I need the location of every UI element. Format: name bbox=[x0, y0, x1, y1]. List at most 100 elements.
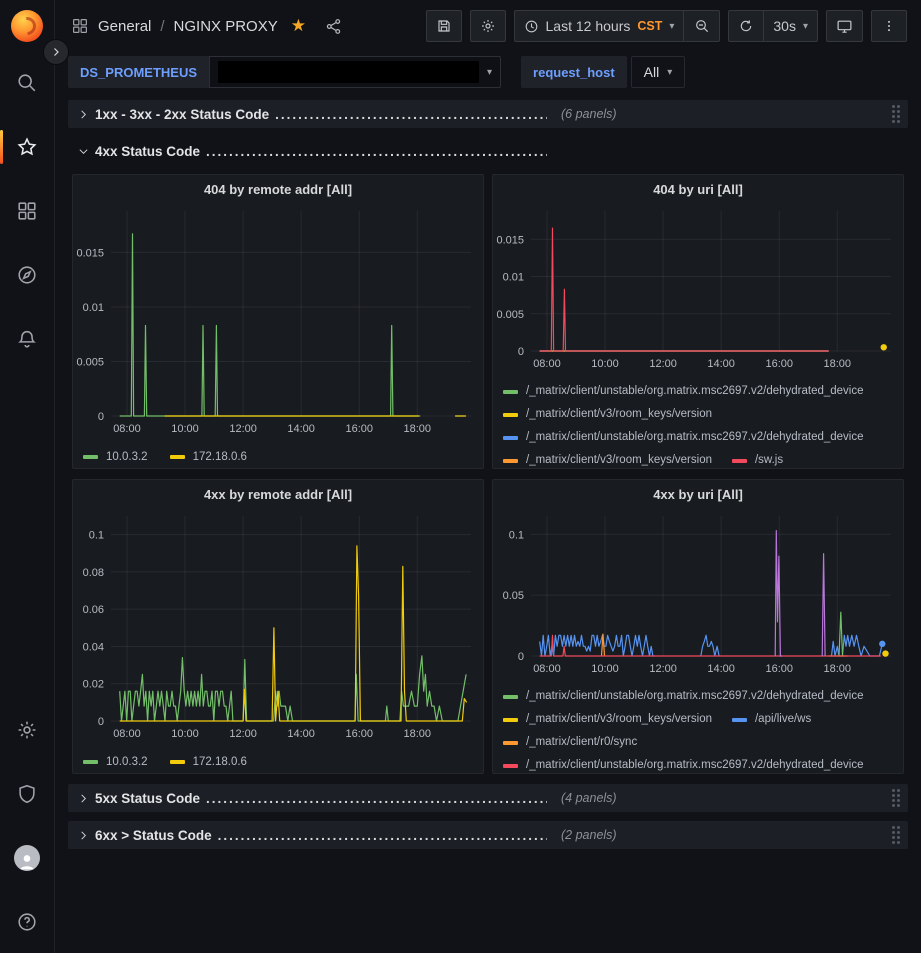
legend-item[interactable]: /_matrix/client/v3/room_keys/version bbox=[503, 403, 712, 426]
x-tick-label: 18:00 bbox=[824, 663, 852, 675]
grafana-logo[interactable] bbox=[11, 10, 43, 42]
row-drag-handle[interactable] bbox=[892, 105, 900, 123]
panel-title[interactable]: 404 by remote addr [All] bbox=[203, 181, 353, 197]
row-title-dots: ........................................… bbox=[206, 790, 547, 806]
x-tick-label: 10:00 bbox=[591, 663, 619, 675]
legend-item[interactable]: /_matrix/client/unstable/org.matrix.msc2… bbox=[503, 754, 864, 771]
x-tick-label: 08:00 bbox=[533, 663, 561, 675]
row-title: 5xx Status Code bbox=[95, 790, 201, 806]
variable-value-request-host[interactable]: All ▾ bbox=[630, 56, 686, 88]
legend-item[interactable]: /_matrix/client/v3/room_keys/version bbox=[503, 449, 712, 466]
panel-404-by-remote-addr: 404 by remote addr [All] 08:00 10:00 12:00… bbox=[72, 174, 484, 469]
row-header-5xx[interactable]: 5xx Status Code.........................… bbox=[68, 784, 908, 812]
sidebar-item-dashboards[interactable] bbox=[0, 192, 54, 230]
legend-item[interactable]: /_matrix/client/unstable/org.matrix.msc2… bbox=[503, 685, 864, 708]
gear-icon bbox=[481, 20, 494, 32]
legend-item[interactable]: 10.0.3.2 bbox=[83, 750, 148, 773]
legend-item[interactable]: /_matrix/client/r0/sync bbox=[503, 731, 637, 754]
row-drag-handle[interactable] bbox=[892, 789, 900, 807]
legend-swatch bbox=[503, 763, 518, 768]
sidebar-item-alerting[interactable] bbox=[0, 320, 54, 358]
series-line bbox=[539, 227, 829, 352]
chevron-down-icon: ▾ bbox=[487, 66, 493, 78]
breadcrumb: General / NGINX PROXY ★ bbox=[71, 16, 342, 36]
legend-series-name: /_matrix/client/v3/room_keys/version bbox=[526, 408, 712, 420]
x-tick-label: 12:00 bbox=[649, 358, 677, 370]
legend-series-name: /sw.js bbox=[754, 454, 784, 466]
legend-swatch bbox=[503, 694, 518, 699]
dashboard-title[interactable]: NGINX PROXY bbox=[173, 17, 278, 35]
search-minus-icon bbox=[695, 20, 708, 33]
row-title-dots: ........................................… bbox=[217, 827, 547, 843]
sidebar-item-explore[interactable] bbox=[0, 256, 54, 294]
legend-item[interactable]: /sw.js bbox=[731, 449, 784, 466]
save-dashboard-button[interactable] bbox=[425, 10, 462, 42]
panel-title[interactable]: 404 by uri [All] bbox=[653, 181, 743, 197]
sidebar-item-configuration[interactable] bbox=[0, 711, 54, 749]
time-range-label: Last 12 hours bbox=[545, 18, 631, 34]
legend-item[interactable]: 172.18.0.6 bbox=[169, 750, 247, 773]
panel-title[interactable]: 4xx by remote addr [All] bbox=[203, 486, 353, 502]
x-tick-label: 14:00 bbox=[707, 358, 735, 370]
series-line bbox=[774, 530, 783, 657]
x-tick-label: 16:00 bbox=[765, 358, 793, 370]
x-tick-label: 10:00 bbox=[171, 728, 199, 740]
legend-swatch bbox=[503, 435, 518, 440]
variable-label-request-host: request_host bbox=[521, 56, 627, 88]
x-tick-label: 18:00 bbox=[404, 423, 432, 435]
sidebar-item-help[interactable] bbox=[0, 903, 54, 941]
legend-swatch bbox=[503, 412, 518, 417]
chevron-right-icon bbox=[75, 793, 91, 804]
sidebar-expand-button[interactable] bbox=[43, 39, 69, 65]
legend-swatch bbox=[83, 759, 98, 764]
legend-swatch bbox=[731, 717, 747, 722]
clock-icon bbox=[525, 20, 537, 32]
favorite-star-icon[interactable]: ★ bbox=[290, 16, 306, 35]
legend-series-name: 10.0.3.2 bbox=[106, 755, 148, 768]
y-tick-label: 0.1 bbox=[89, 530, 104, 542]
sidebar-item-starred[interactable] bbox=[0, 128, 54, 166]
legend-item[interactable]: 10.0.3.2 bbox=[83, 445, 148, 468]
legend-item[interactable]: /_matrix/client/unstable/org.matrix.msc2… bbox=[503, 380, 864, 403]
zoom-out-time-button[interactable] bbox=[684, 10, 721, 42]
legend-item[interactable]: /_matrix/client/unstable/org.matrix.msc2… bbox=[503, 426, 864, 449]
legend-swatch bbox=[731, 458, 747, 463]
panel-title[interactable]: 4xx by uri [All] bbox=[653, 486, 743, 502]
series-line bbox=[838, 611, 844, 657]
legend-series-name: /_matrix/client/v3/room_keys/version bbox=[526, 713, 712, 725]
refresh-button[interactable] bbox=[728, 10, 765, 42]
legend-item[interactable]: /api/live/ws bbox=[731, 708, 811, 731]
apps-grid-icon bbox=[73, 19, 87, 33]
time-controls: Last 12 hours CST ▾ bbox=[513, 10, 721, 42]
time-range-picker[interactable]: Last 12 hours CST ▾ bbox=[513, 10, 685, 42]
breadcrumb-section[interactable]: General bbox=[98, 17, 152, 35]
panel-4xx-by-uri: 4xx by uri [All] 08:00 10:00 12:00 14:00 16:… bbox=[492, 479, 904, 774]
x-tick-label: 08:00 bbox=[533, 358, 561, 370]
tv-mode-button[interactable] bbox=[826, 10, 863, 42]
row-title: 6xx > Status Code bbox=[95, 827, 212, 843]
row-title-dots: ........................................… bbox=[206, 143, 547, 159]
dashboard-settings-button[interactable] bbox=[469, 10, 506, 42]
refresh-interval-picker[interactable]: 30s ▾ bbox=[764, 10, 818, 42]
sidebar-item-server-admin[interactable] bbox=[0, 775, 54, 813]
y-tick-label: 0.005 bbox=[496, 309, 524, 321]
sidebar-item-user[interactable] bbox=[0, 839, 54, 877]
row-header-6xx[interactable]: 6xx > Status Code.......................… bbox=[68, 821, 908, 849]
variable-value-ds-prometheus[interactable]: ▾ bbox=[209, 56, 502, 88]
x-tick-label: 08:00 bbox=[113, 423, 141, 435]
legend-series-name: 172.18.0.6 bbox=[192, 755, 247, 768]
chevron-right-icon bbox=[75, 830, 91, 841]
legend-item[interactable]: 172.18.0.6 bbox=[169, 445, 247, 468]
x-tick-label: 18:00 bbox=[404, 728, 432, 740]
more-options-button[interactable] bbox=[871, 10, 907, 42]
share-button[interactable] bbox=[325, 18, 342, 35]
refresh-controls: 30s ▾ bbox=[728, 10, 818, 42]
y-tick-label: 0.05 bbox=[503, 590, 524, 602]
variable-selected-value: All bbox=[643, 64, 660, 80]
legend-item[interactable]: /_matrix/client/v3/room_keys/version bbox=[503, 708, 712, 731]
sidebar-item-search[interactable] bbox=[0, 64, 54, 102]
row-header-1xx-3xx-2xx[interactable]: 1xx - 3xx - 2xx Status Code.............… bbox=[68, 100, 908, 128]
x-tick-label: 16:00 bbox=[345, 423, 373, 435]
row-drag-handle[interactable] bbox=[892, 826, 900, 844]
row-header-4xx[interactable]: 4xx Status Code.........................… bbox=[68, 137, 908, 165]
